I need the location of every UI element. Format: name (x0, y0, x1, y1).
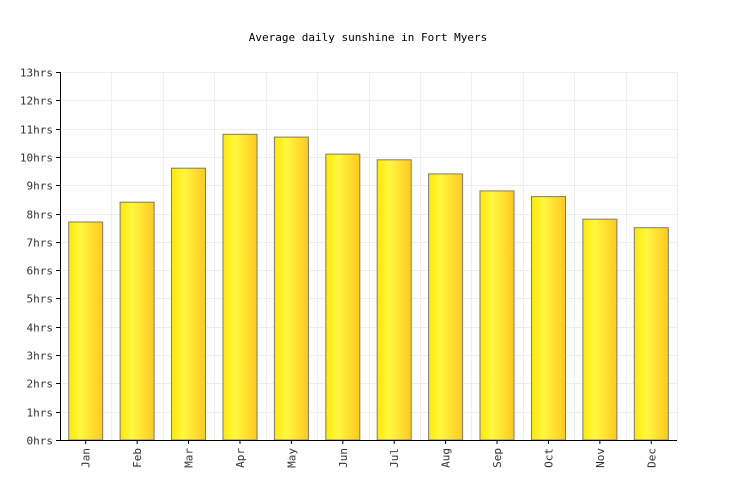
x-tick-label-jan: Jan (80, 448, 93, 468)
bar-apr (222, 133, 258, 441)
x-tick-label-oct: Oct (542, 448, 555, 468)
x-axis-tick-labels: Jan Feb Mar Apr May Jun Jul Aug Sep Oct Nov Dec (80, 448, 659, 468)
y-tick-label: 6hrs (27, 265, 54, 278)
x-tick-label-dec: Dec (645, 448, 658, 468)
bar-nov (582, 218, 618, 441)
y-tick-label: 11hrs (20, 124, 53, 137)
grid-lines (60, 72, 678, 440)
x-tick-label-nov: Nov (594, 448, 607, 468)
bar-mar (171, 167, 206, 441)
x-tick-label-apr: Apr (234, 448, 247, 468)
bar-jul (376, 159, 412, 441)
x-tick-label-sep: Sep (491, 448, 504, 468)
y-tick-label: 5hrs (27, 293, 54, 306)
y-tick-label: 13hrs (20, 67, 53, 80)
y-tick-label: 12hrs (20, 95, 53, 108)
y-tick-label: 8hrs (27, 209, 54, 222)
x-tick-label-jul: Jul (388, 448, 401, 468)
bar-jun (325, 153, 361, 441)
bar-may (273, 136, 309, 441)
y-tick-label: 7hrs (27, 237, 54, 250)
y-axis-tick-labels: 0hrs 1hrs 2hrs 3hrs 4hrs 5hrs 6hrs 7hrs 8hrs 9hrs… (20, 67, 53, 448)
x-tick-label-mar: Mar (183, 448, 196, 468)
x-tick-label-may: May (285, 448, 298, 468)
x-tick-label-aug: Aug (440, 448, 453, 468)
y-tick-label: 3hrs (27, 350, 54, 363)
chart-axes (56, 72, 677, 444)
bar-aug (428, 173, 464, 441)
bar-jan (68, 221, 104, 441)
bar-dec (633, 227, 669, 441)
y-tick-label: 4hrs (27, 322, 54, 335)
bar-feb (119, 201, 155, 441)
y-tick-label: 1hrs (27, 407, 54, 420)
chart-title: Average daily sunshine in Fort Myers (249, 31, 487, 44)
x-tick-label-jun: Jun (337, 448, 350, 468)
y-tick-label: 2hrs (27, 378, 54, 391)
bar-oct (531, 196, 566, 441)
bar-sep (479, 190, 515, 441)
bar-series (68, 133, 669, 441)
y-tick-label: 10hrs (20, 152, 53, 165)
y-tick-label: 9hrs (27, 180, 54, 193)
y-tick-label: 0hrs (27, 435, 54, 448)
x-tick-label-feb: Feb (131, 448, 144, 468)
